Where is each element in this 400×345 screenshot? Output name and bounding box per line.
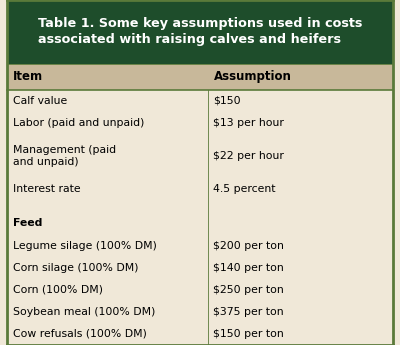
- Text: Table 1. Some key assumptions used in costs
associated with raising calves and h: Table 1. Some key assumptions used in co…: [38, 17, 362, 47]
- Text: Corn (100% DM): Corn (100% DM): [13, 285, 103, 295]
- Text: Assumption: Assumption: [214, 70, 291, 83]
- Text: Feed: Feed: [13, 218, 42, 228]
- Text: $22 per hour: $22 per hour: [214, 151, 284, 161]
- Text: Interest rate: Interest rate: [13, 184, 80, 194]
- Text: Calf value: Calf value: [13, 96, 67, 106]
- FancyBboxPatch shape: [7, 64, 393, 90]
- Text: $200 per ton: $200 per ton: [214, 240, 284, 250]
- Text: Soybean meal (100% DM): Soybean meal (100% DM): [13, 307, 155, 317]
- Text: Cow refusals (100% DM): Cow refusals (100% DM): [13, 329, 147, 339]
- Text: Labor (paid and unpaid): Labor (paid and unpaid): [13, 118, 144, 128]
- Text: Item: Item: [13, 70, 43, 83]
- Text: $13 per hour: $13 per hour: [214, 118, 284, 128]
- Text: $140 per ton: $140 per ton: [214, 263, 284, 273]
- Text: $375 per ton: $375 per ton: [214, 307, 284, 317]
- Text: 4.5 percent: 4.5 percent: [214, 184, 276, 194]
- Text: Management (paid
and unpaid): Management (paid and unpaid): [13, 145, 116, 167]
- FancyBboxPatch shape: [7, 0, 393, 64]
- Text: Legume silage (100% DM): Legume silage (100% DM): [13, 240, 157, 250]
- Text: $150: $150: [214, 96, 241, 106]
- Text: $150 per ton: $150 per ton: [214, 329, 284, 339]
- Text: Corn silage (100% DM): Corn silage (100% DM): [13, 263, 138, 273]
- Text: $250 per ton: $250 per ton: [214, 285, 284, 295]
